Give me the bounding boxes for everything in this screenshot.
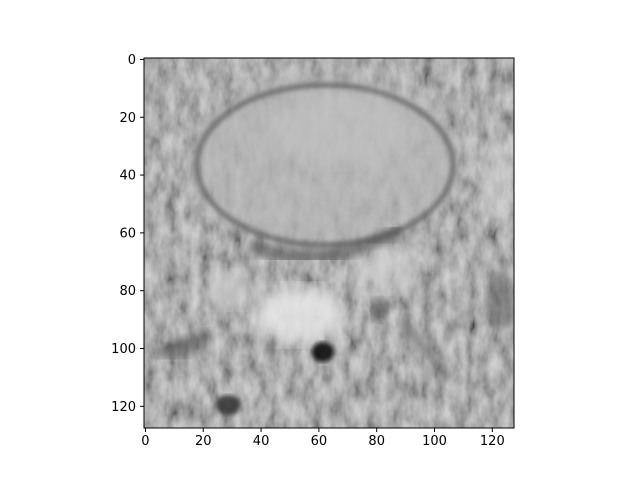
y-tick-label: 20 [119, 111, 136, 126]
x-tick-label: 100 [422, 434, 447, 449]
x-axis: 0 20 40 60 80 100 120 [141, 428, 505, 449]
x-tick-label: 0 [141, 434, 149, 449]
y-tick-label: 100 [111, 342, 136, 357]
x-tick-label: 40 [253, 434, 270, 449]
dark-spot [312, 342, 334, 362]
x-tick-label: 120 [480, 434, 505, 449]
y-tick-label: 60 [119, 226, 136, 241]
y-axis: 0 20 40 60 80 100 120 [111, 53, 144, 415]
axes-frame [143, 57, 515, 429]
y-tick-label: 40 [119, 169, 136, 184]
x-tick-label: 60 [311, 434, 328, 449]
y-tick-label: 120 [111, 400, 136, 415]
image-area [144, 58, 514, 428]
y-tick-label: 0 [128, 53, 136, 68]
x-tick-label: 80 [368, 434, 385, 449]
y-tick-label: 80 [119, 284, 136, 299]
bright-region [255, 287, 345, 343]
x-tick-label: 20 [195, 434, 212, 449]
